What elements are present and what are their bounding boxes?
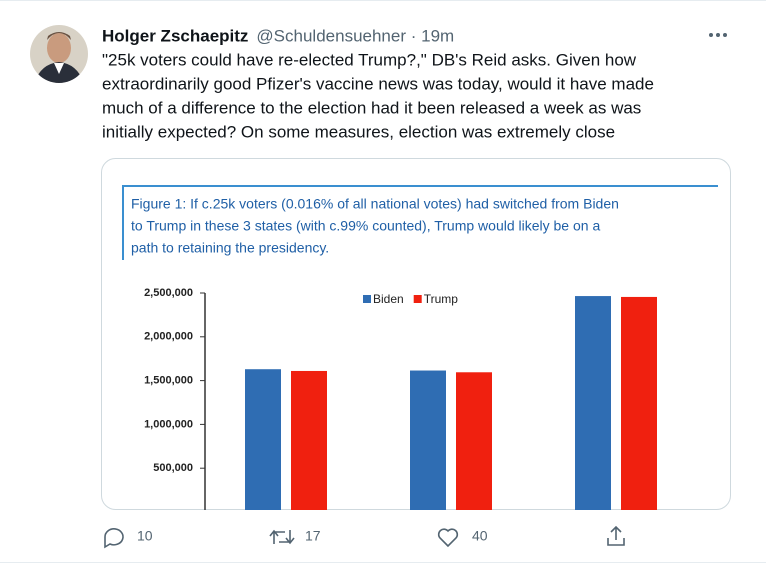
author-handle[interactable]: @Schuldensuehner · 19m [256, 26, 454, 45]
y-tick-label: 1,500,000 [144, 375, 193, 387]
share-button[interactable] [607, 525, 625, 546]
like-count: 40 [472, 528, 488, 544]
tweet-text: initially expected? On some measures, el… [102, 122, 615, 141]
legend-label: Biden [373, 292, 404, 306]
y-tick-label: 2,500,000 [144, 287, 193, 299]
tweet-text: much of a difference to the election had… [102, 98, 641, 117]
more-menu[interactable] [709, 33, 727, 37]
caption-box [122, 186, 718, 260]
legend-swatch [363, 295, 371, 303]
bar [575, 296, 611, 510]
reply-button[interactable]: 10 [104, 528, 153, 549]
figure-caption: to Trump in these 3 states (with c.99% c… [131, 218, 600, 234]
bar [245, 369, 281, 510]
bar [621, 296, 657, 510]
retweet-count: 17 [305, 528, 321, 544]
reply-count: 10 [137, 528, 153, 544]
like-button[interactable]: 40 [437, 528, 488, 548]
y-tick-label: 1,000,000 [144, 418, 193, 430]
retweet-button[interactable]: 17 [269, 528, 321, 545]
figure-caption: path to retaining the presidency. [131, 240, 329, 256]
y-tick-label: 500,000 [153, 462, 193, 474]
legend-swatch [413, 295, 422, 303]
bar [456, 372, 492, 510]
author-name[interactable]: Holger Zschaepitz [102, 26, 248, 45]
y-tick-label: 2,000,000 [144, 331, 193, 343]
figure-caption: Figure 1: If c.25k voters (0.016% of all… [131, 196, 619, 212]
avatar[interactable] [30, 25, 88, 84]
legend-label: Trump [424, 292, 459, 306]
bar [410, 370, 446, 510]
tweet-text: extraordinarily good Pfizer's vaccine ne… [102, 74, 654, 93]
tweet-text: "25k voters could have re-elected Trump?… [102, 50, 637, 69]
bar [291, 370, 327, 510]
